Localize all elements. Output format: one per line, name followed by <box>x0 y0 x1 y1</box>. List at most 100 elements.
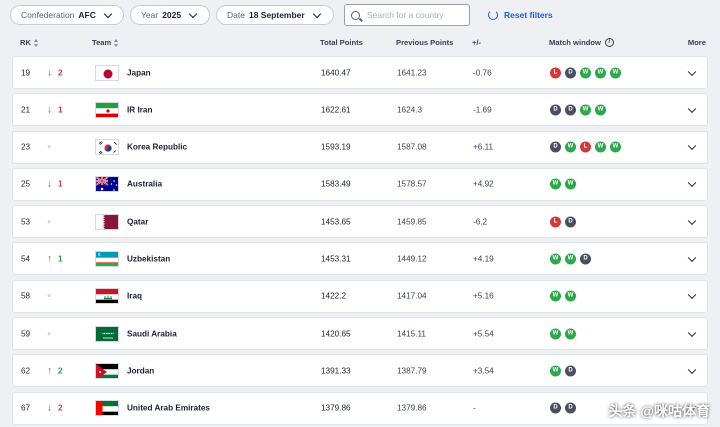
watermark-text: 头条 @咪咕体育 <box>608 403 710 419</box>
rank-change: ↓ 2 <box>47 67 63 78</box>
expand-chevron-icon[interactable] <box>687 67 697 76</box>
watermark-logo-icon <box>590 404 605 418</box>
expand-chevron-icon[interactable] <box>687 216 697 225</box>
confederation-label: Confederation <box>21 10 75 20</box>
search-icon <box>351 10 360 20</box>
search-input[interactable] <box>367 10 467 20</box>
diff-header: +/- <box>472 38 482 47</box>
expand-chevron-icon[interactable] <box>687 178 697 188</box>
total-points-header: Total Points <box>320 38 363 47</box>
match-result-badge: D <box>565 67 576 78</box>
expand-chevron-icon[interactable] <box>687 365 697 374</box>
previous-points-value: 1459.85 <box>397 217 427 227</box>
team-name[interactable]: United Arab Emirates <box>127 403 210 413</box>
rank-change-none: ● <box>47 218 51 225</box>
team-column-header[interactable]: Team <box>92 38 119 47</box>
rank-value: 58 <box>21 291 31 301</box>
total-points-value: 1453.31 <box>321 254 351 264</box>
date-label: Date <box>227 10 245 20</box>
expand-chevron-icon[interactable] <box>687 253 697 263</box>
flag-korea-icon <box>95 139 119 156</box>
previous-points-value: 1415.11 <box>397 329 426 339</box>
rank-value: 67 <box>21 403 31 413</box>
no-change-icon: ● <box>47 330 52 338</box>
team-name[interactable]: Korea Republic <box>127 142 188 152</box>
team-name[interactable]: Australia <box>127 179 163 189</box>
date-dropdown[interactable]: Date 18 September <box>216 5 334 25</box>
team-name[interactable]: Saudi Arabia <box>127 329 177 339</box>
confederation-dropdown[interactable]: Confederation AFC <box>10 5 124 25</box>
total-points-value: 1453.65 <box>321 217 351 227</box>
reset-icon <box>488 10 498 20</box>
team-name[interactable]: IR Iran <box>127 105 153 115</box>
total-points-value: 1379.86 <box>321 403 351 413</box>
previous-points-value: 1449.12 <box>397 254 427 264</box>
confederation-value: AFC <box>78 10 96 20</box>
expand-chevron-icon[interactable] <box>687 104 697 113</box>
match-result-badge: L <box>550 67 561 78</box>
expand-chevron-icon[interactable] <box>687 328 697 337</box>
team-name[interactable]: Uzbekistan <box>127 254 171 264</box>
rank-value: 23 <box>21 142 31 152</box>
table-row[interactable]: 59 ● Saudi Arabia 1420.65 1415.11 +5.54 … <box>12 317 708 351</box>
table-header: RK Team Total Points Previous Points +/-… <box>10 34 710 52</box>
table-row[interactable]: 23 ● Korea Republic 1593.19 1587.08 +6.1… <box>12 130 708 164</box>
match-result-badge: W <box>565 328 576 340</box>
total-points-value: 1391.33 <box>321 366 351 376</box>
year-dropdown[interactable]: Year 2025 <box>130 5 210 25</box>
rank-change-none: ● <box>47 293 51 300</box>
rank-change-value: 1 <box>58 254 63 264</box>
info-icon[interactable]: i <box>604 38 614 47</box>
previous-points-value: 1379.86 <box>397 403 427 413</box>
rank-column-header[interactable]: RK <box>20 38 39 47</box>
chevron-down-icon <box>103 9 113 18</box>
team-name[interactable]: Japan <box>127 68 151 77</box>
total-points-value: 1622.61 <box>321 105 351 115</box>
previous-points-value: 1578.57 <box>397 179 427 189</box>
table-row[interactable]: 54 ↑ 1 Uzbekistan 1453.31 1449.12 +4.19 W… <box>12 242 708 276</box>
team-name[interactable]: Iraq <box>127 291 143 301</box>
points-diff-value: -6.2 <box>473 217 488 227</box>
chevron-down-icon <box>312 9 321 18</box>
team-name[interactable]: Jordan <box>127 366 155 376</box>
total-points-value: 1593.19 <box>321 142 351 152</box>
no-change-icon: ● <box>47 143 52 151</box>
match-result-badge: L <box>580 141 591 153</box>
previous-points-header: Previous Points <box>396 38 454 47</box>
year-value: 2025 <box>162 10 182 20</box>
reset-filters-button[interactable]: Reset filters <box>488 10 553 20</box>
total-points-value: 1422.2 <box>321 291 347 301</box>
arrow-down-icon: ↓ <box>47 67 52 78</box>
sort-icon <box>114 38 119 47</box>
match-result-badge: W <box>565 290 576 302</box>
match-result-badge: W <box>580 67 591 78</box>
team-name[interactable]: Qatar <box>127 217 149 227</box>
arrow-down-icon: ↓ <box>47 178 52 190</box>
reset-filters-label: Reset filters <box>504 10 553 20</box>
match-result-badge: W <box>610 141 621 153</box>
arrow-up-icon: ↑ <box>47 253 52 265</box>
rank-change-value: 2 <box>58 68 63 77</box>
rank-change-none: ● <box>47 330 51 337</box>
flag-uae-icon <box>95 400 119 417</box>
watermark: 头条 @咪咕体育 <box>590 401 710 421</box>
match-result-badge: W <box>550 328 561 340</box>
filter-bar: Confederation AFC Year 2025 Date 18 Sept… <box>10 4 710 26</box>
expand-chevron-icon[interactable] <box>687 141 697 151</box>
flag-jordan-icon <box>95 362 119 379</box>
points-diff-value: +5.16 <box>473 291 494 301</box>
match-result-badge: W <box>595 67 606 78</box>
match-result-badge: D <box>565 365 576 377</box>
expand-chevron-icon[interactable] <box>687 290 697 300</box>
team-header-label: Team <box>92 38 112 47</box>
